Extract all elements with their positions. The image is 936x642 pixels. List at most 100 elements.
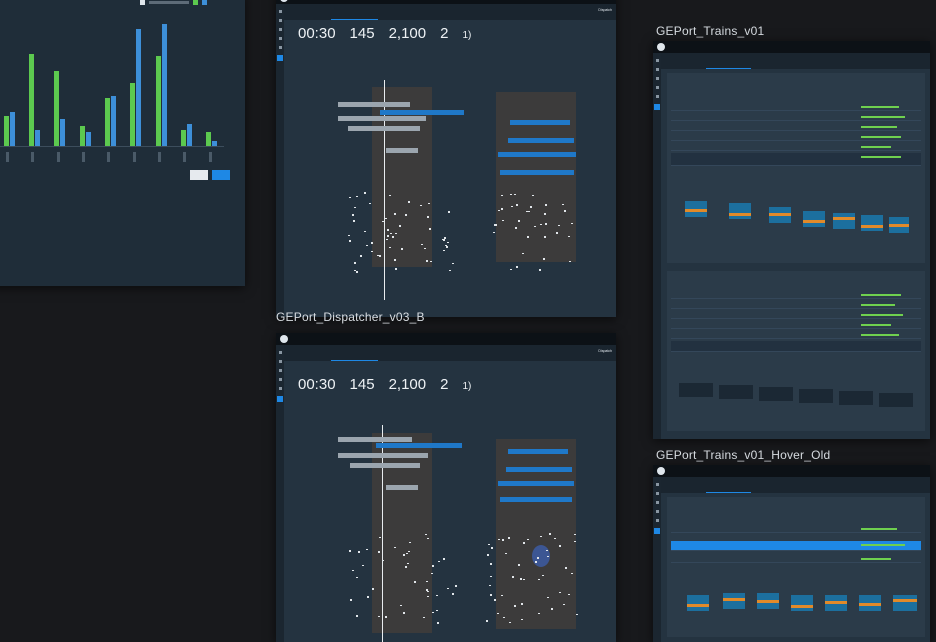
bar-green[interactable] [104, 98, 110, 146]
nav-icon[interactable] [655, 483, 659, 486]
track-thumbnail[interactable] [861, 215, 883, 231]
tab-active[interactable] [705, 53, 751, 69]
table-row-highlight[interactable] [671, 341, 921, 352]
track-thumbnail[interactable] [769, 207, 791, 223]
bar-green[interactable] [130, 83, 136, 146]
table-row[interactable] [671, 331, 921, 339]
nav-icon[interactable] [278, 360, 282, 363]
artboard-trains-hover[interactable] [653, 465, 930, 642]
bar-green[interactable] [206, 132, 212, 146]
bar-blue[interactable] [110, 95, 116, 146]
nav-icon[interactable] [278, 46, 282, 49]
schedule-bar[interactable] [386, 485, 418, 490]
schedule-bar-active[interactable] [510, 120, 570, 125]
schedule-bar-active[interactable] [498, 481, 574, 486]
schedule-bar-active[interactable] [508, 449, 568, 454]
bar-blue[interactable] [85, 132, 91, 146]
table-row-hovered[interactable] [671, 541, 921, 551]
nav-icon[interactable] [278, 37, 282, 40]
tab[interactable] [795, 477, 840, 493]
nav-icon[interactable] [278, 351, 282, 354]
legend-checkbox-icon[interactable] [140, 0, 145, 5]
input-field[interactable] [879, 393, 913, 407]
bar-green[interactable] [79, 125, 85, 146]
table-row[interactable] [671, 301, 921, 309]
nav-icon[interactable] [278, 28, 282, 31]
schedule-bar[interactable] [386, 148, 418, 153]
nav-icon[interactable] [278, 10, 282, 13]
schedule-bar-active[interactable] [380, 110, 464, 115]
input-field[interactable] [759, 387, 793, 401]
bar-green[interactable] [28, 53, 34, 146]
nav-icon[interactable] [655, 59, 659, 62]
nav-icon-active[interactable] [277, 55, 283, 61]
tab[interactable] [840, 477, 885, 493]
artboard-dispatcher-top[interactable]: Dispatch 00:30 145 2,100 2 1) [276, 0, 616, 317]
nav-icon-active[interactable] [654, 528, 660, 534]
track-thumbnail[interactable] [723, 593, 745, 609]
table-row[interactable] [671, 113, 921, 121]
track-thumbnail[interactable] [859, 595, 881, 611]
tab-active[interactable] [330, 345, 378, 361]
schedule-bar[interactable] [338, 453, 428, 458]
tab[interactable] [885, 477, 930, 493]
table-row[interactable] [671, 103, 921, 111]
schedule-bar-active[interactable] [506, 467, 572, 472]
track-thumbnail[interactable] [687, 595, 709, 611]
tab[interactable] [751, 477, 796, 493]
nav-icon-active[interactable] [277, 396, 283, 402]
nav-icon[interactable] [655, 77, 659, 80]
tab[interactable] [840, 53, 885, 69]
table-row[interactable] [671, 123, 921, 131]
track-thumbnail[interactable] [893, 595, 917, 611]
artboard-dispatcher-v03b[interactable]: Dispatch 00:30 145 2,100 2 1) [276, 333, 616, 642]
tab[interactable] [795, 53, 840, 69]
table-row[interactable] [671, 321, 921, 329]
input-field[interactable] [799, 389, 833, 403]
bar-green[interactable] [155, 56, 161, 146]
nav-icon[interactable] [655, 86, 659, 89]
input-field[interactable] [839, 391, 873, 405]
tab[interactable] [661, 53, 706, 69]
bar-green[interactable] [54, 71, 60, 146]
tab[interactable] [751, 53, 796, 69]
table-row[interactable] [671, 133, 921, 141]
nav-icon[interactable] [655, 510, 659, 513]
track-thumbnail[interactable] [729, 203, 751, 219]
schedule-bar[interactable] [338, 102, 410, 107]
table-row[interactable] [671, 143, 921, 151]
schedule-bar-active[interactable] [500, 497, 572, 502]
tab[interactable]: Dispatch [598, 349, 613, 353]
schedule-bar-active[interactable] [498, 152, 576, 157]
bar-blue[interactable] [136, 29, 142, 146]
bar-blue[interactable] [60, 118, 66, 146]
track-thumbnail[interactable] [791, 595, 813, 611]
tab[interactable]: Dispatch [598, 8, 613, 12]
table-row-highlight[interactable] [671, 153, 921, 166]
input-field[interactable] [679, 383, 713, 397]
tab-active[interactable] [705, 477, 751, 493]
bar-blue[interactable] [212, 140, 218, 146]
track-thumbnail[interactable] [803, 211, 825, 227]
track-thumbnail[interactable] [889, 217, 909, 233]
nav-icon[interactable] [278, 369, 282, 372]
bar-green[interactable] [3, 116, 9, 146]
secondary-button[interactable] [190, 170, 208, 180]
track-thumbnail[interactable] [757, 593, 779, 609]
nav-icon[interactable] [655, 95, 659, 98]
schedule-bar[interactable] [348, 126, 420, 131]
nav-icon-active[interactable] [654, 104, 660, 110]
bar-blue[interactable] [9, 112, 15, 146]
schedule-bar-active[interactable] [500, 170, 574, 175]
nav-icon[interactable] [278, 19, 282, 22]
nav-icon[interactable] [655, 68, 659, 71]
nav-icon[interactable] [655, 492, 659, 495]
tab-active[interactable] [330, 4, 378, 20]
table-row[interactable] [671, 525, 921, 533]
nav-icon[interactable] [278, 387, 282, 390]
nav-icon[interactable] [278, 378, 282, 381]
schedule-bar[interactable] [350, 463, 420, 468]
artboard-trains[interactable] [653, 41, 930, 439]
nav-icon[interactable] [655, 519, 659, 522]
track-thumbnail[interactable] [825, 595, 847, 611]
